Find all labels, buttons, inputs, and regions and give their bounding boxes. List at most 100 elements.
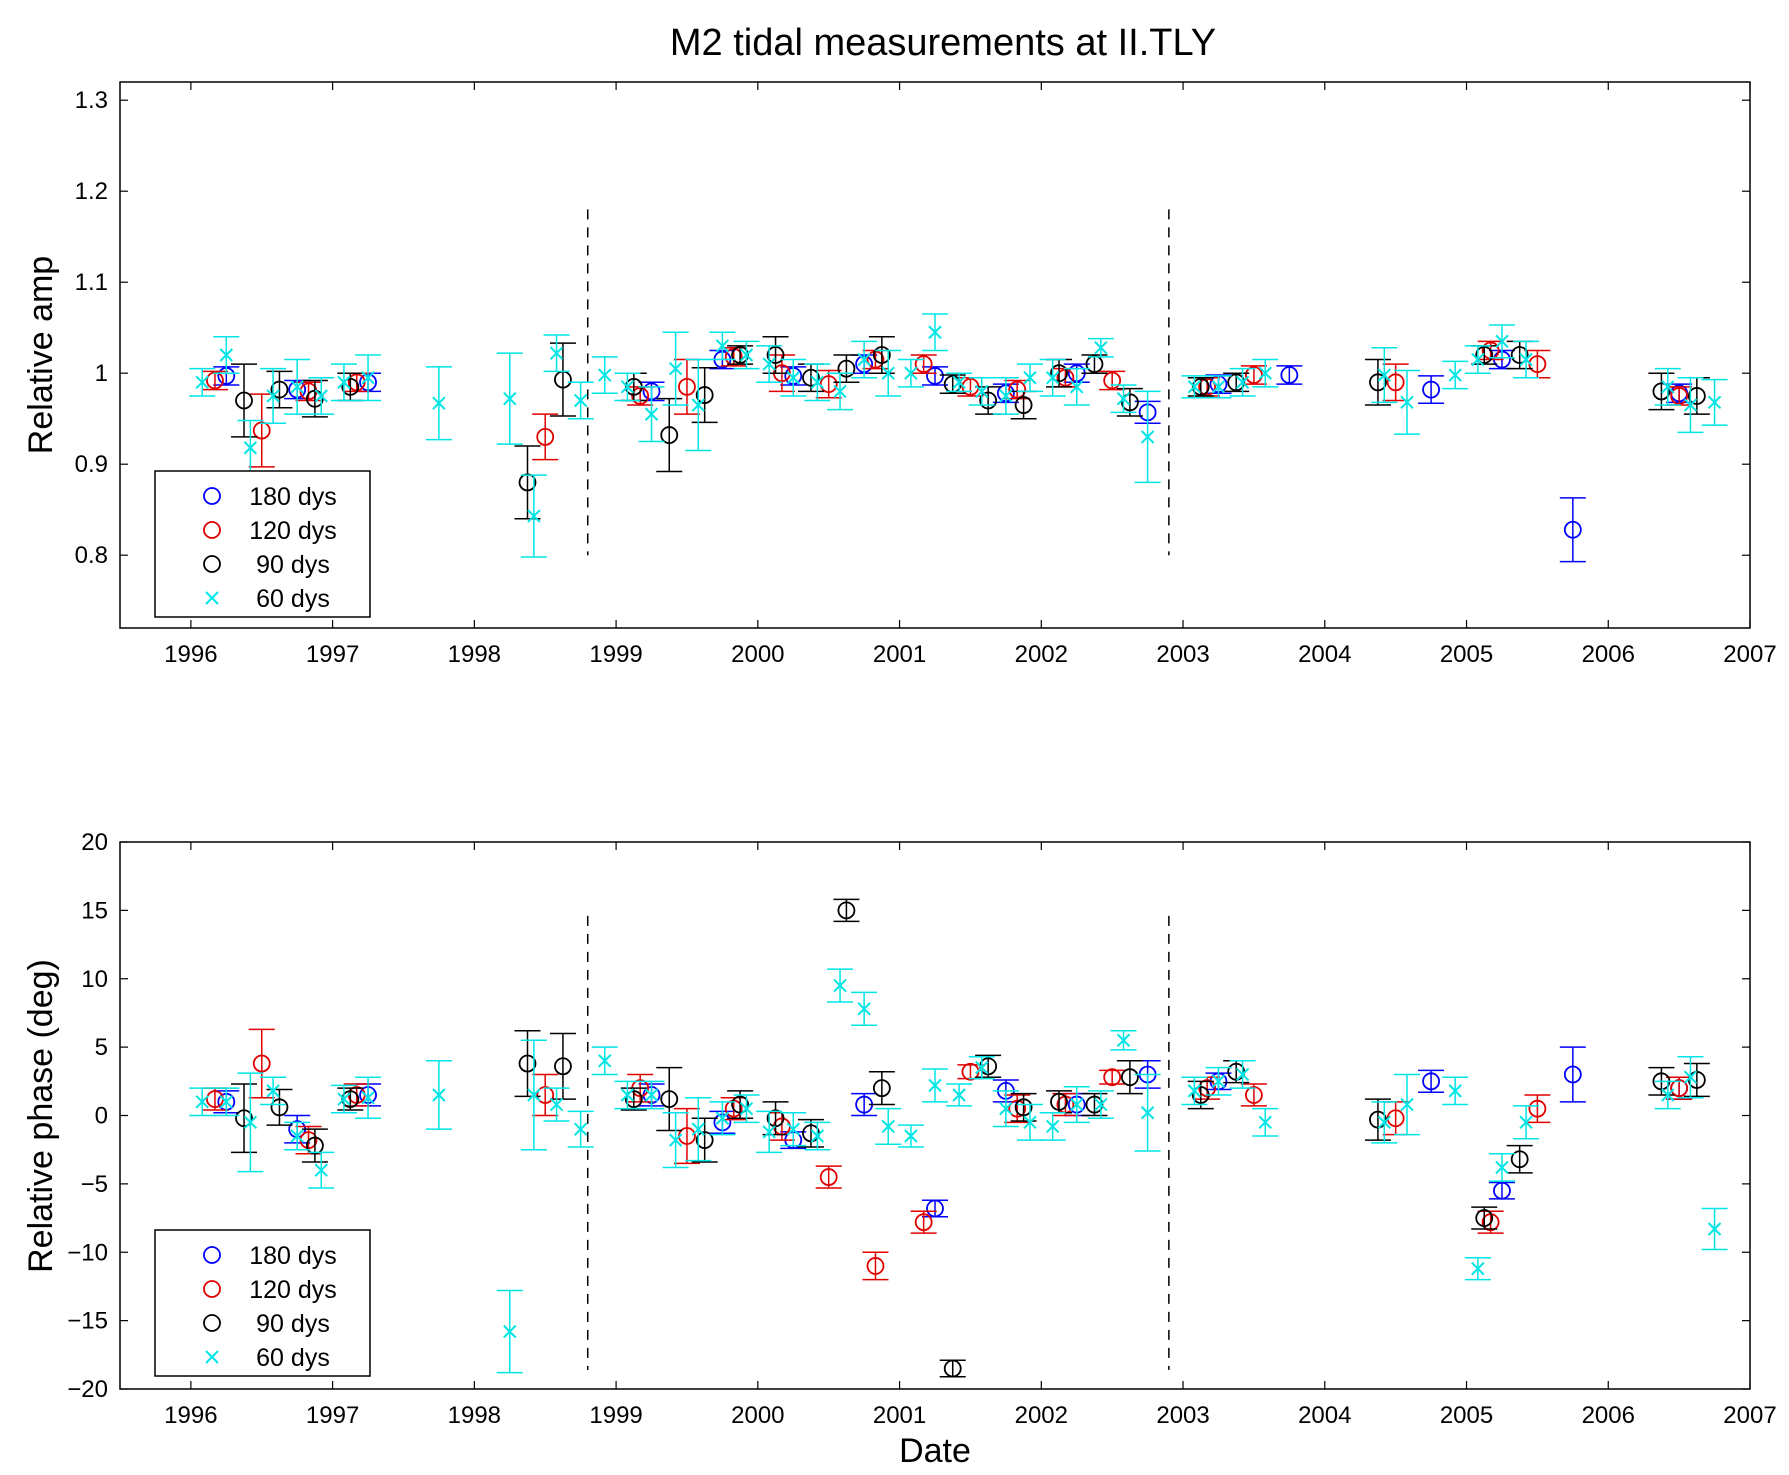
- circle-marker: [1227, 373, 1246, 392]
- legend-label: 90 dys: [256, 551, 330, 579]
- x-marker: [668, 361, 683, 376]
- phase-point-60-dys: [875, 1107, 902, 1145]
- phase-point-60-dys: [308, 1151, 335, 1189]
- amplitude-point-120-dys: [248, 393, 275, 468]
- circle-marker: [1422, 380, 1440, 399]
- x-marker: [598, 1054, 612, 1068]
- phase-point-90-dys: [620, 1087, 647, 1111]
- amplitude-point-180-dys: [1559, 497, 1586, 563]
- amplitude-x-tick-label: 2002: [1015, 641, 1068, 668]
- phase-point-60-dys: [355, 1076, 382, 1119]
- x-marker: [314, 1163, 328, 1177]
- circle-marker: [631, 387, 650, 405]
- phase-point-60-dys: [1252, 1107, 1279, 1137]
- phase-point-180-dys: [922, 1199, 948, 1218]
- x-marker: [243, 441, 258, 455]
- x-marker: [1235, 375, 1250, 390]
- circle-marker: [731, 346, 750, 364]
- x-marker: [833, 978, 847, 993]
- phase-x-tick-label: 1997: [306, 1402, 359, 1429]
- x-marker: [762, 1125, 776, 1139]
- circle-marker: [1670, 387, 1689, 405]
- amplitude-point-60-dys: [851, 340, 878, 379]
- circle-marker: [1191, 377, 1210, 396]
- phase-x-tick-label: 1999: [589, 1402, 642, 1429]
- phase-point-60-dys: [1063, 1086, 1090, 1124]
- x-marker: [1070, 1097, 1084, 1112]
- legend-marker: [203, 1246, 221, 1264]
- legend-label: 180 dys: [249, 483, 337, 511]
- phase-y-tick-label: 10: [81, 966, 108, 993]
- x-marker: [290, 1129, 304, 1143]
- phase-x-tick-label: 2005: [1440, 1402, 1493, 1429]
- legend-label: 120 dys: [249, 517, 337, 545]
- amplitude-point-60-dys: [992, 377, 1019, 415]
- circle-marker: [341, 377, 360, 396]
- x-marker: [786, 1122, 800, 1136]
- phase-point-60-dys: [1442, 1076, 1469, 1106]
- circle-marker: [1475, 1209, 1494, 1227]
- phase-point-60-dys: [1087, 1090, 1114, 1119]
- amplitude-point-60-dys: [1063, 367, 1090, 406]
- circle-marker: [914, 1213, 933, 1232]
- phase-point-60-dys: [922, 1068, 948, 1103]
- amplitude-point-90-dys: [975, 386, 1002, 415]
- x-marker: [1258, 1115, 1272, 1130]
- amplitude-point-90-dys: [549, 342, 576, 417]
- phase-point-60-dys: [662, 1112, 689, 1169]
- circle-marker: [695, 1131, 714, 1150]
- phase-y-tick-label: 20: [81, 829, 108, 856]
- phase-x-tick-label: 2001: [873, 1402, 926, 1429]
- amplitude-point-120-dys: [910, 354, 937, 374]
- amplitude-point-60-dys: [1087, 337, 1114, 358]
- phase-point-120-dys: [910, 1210, 937, 1234]
- x-marker: [1235, 1067, 1250, 1082]
- circle-marker: [1198, 377, 1217, 396]
- amplitude-x-tick-label: 2000: [731, 641, 784, 668]
- phase-point-180-dys: [1559, 1046, 1586, 1103]
- amplitude-point-60-dys: [1464, 345, 1491, 374]
- amplitude-x-tick-label: 1998: [448, 641, 501, 668]
- x-marker: [1023, 371, 1037, 385]
- circle-marker: [1386, 373, 1405, 392]
- x-marker: [620, 380, 635, 394]
- phase-point-120-dys: [1099, 1068, 1126, 1087]
- amplitude-point-60-dys: [1677, 377, 1704, 434]
- amplitude-point-90-dys: [868, 336, 895, 374]
- amplitude-point-90-dys: [656, 397, 683, 473]
- x-marker: [219, 1095, 234, 1109]
- phase-point-90-dys: [1506, 1144, 1533, 1174]
- x-marker: [1094, 341, 1108, 355]
- phase-point-60-dys: [1229, 1060, 1256, 1089]
- amplitude-x-tick-label: 2001: [873, 641, 926, 668]
- amplitude-point-60-dys: [591, 356, 618, 394]
- legend-marker: [203, 521, 221, 539]
- amplitude-x-tick-label: 2003: [1156, 641, 1209, 668]
- circle-marker: [341, 1090, 360, 1108]
- amplitude-point-60-dys: [1252, 358, 1279, 388]
- x-marker: [1448, 1084, 1462, 1098]
- amplitude-point-60-dys: [425, 366, 452, 441]
- legend-label: 60 dys: [256, 1344, 330, 1372]
- x-marker: [1707, 1222, 1722, 1236]
- phase-point-60-dys: [284, 1121, 311, 1151]
- amplitude-point-60-dys: [780, 358, 807, 397]
- phase-y-tick-label: 5: [95, 1034, 108, 1061]
- phase-point-90-dys: [762, 1101, 789, 1136]
- x-marker: [1707, 395, 1722, 410]
- x-marker: [1377, 368, 1392, 382]
- amplitude-point-60-dys: [567, 381, 594, 420]
- x-marker: [810, 375, 825, 390]
- phase-y-tick-label: 15: [81, 897, 108, 924]
- amplitude-point-90-dys: [231, 363, 258, 438]
- circle-marker: [926, 367, 944, 385]
- x-marker: [1683, 398, 1698, 412]
- phase-point-60-dys: [614, 1080, 641, 1110]
- amplitude-point-180-dys: [1418, 375, 1445, 404]
- x-marker: [1116, 391, 1131, 406]
- x-marker: [1400, 1097, 1414, 1112]
- phase-point-60-dys: [425, 1060, 452, 1130]
- circle-marker: [1120, 393, 1139, 412]
- x-marker: [691, 1122, 706, 1136]
